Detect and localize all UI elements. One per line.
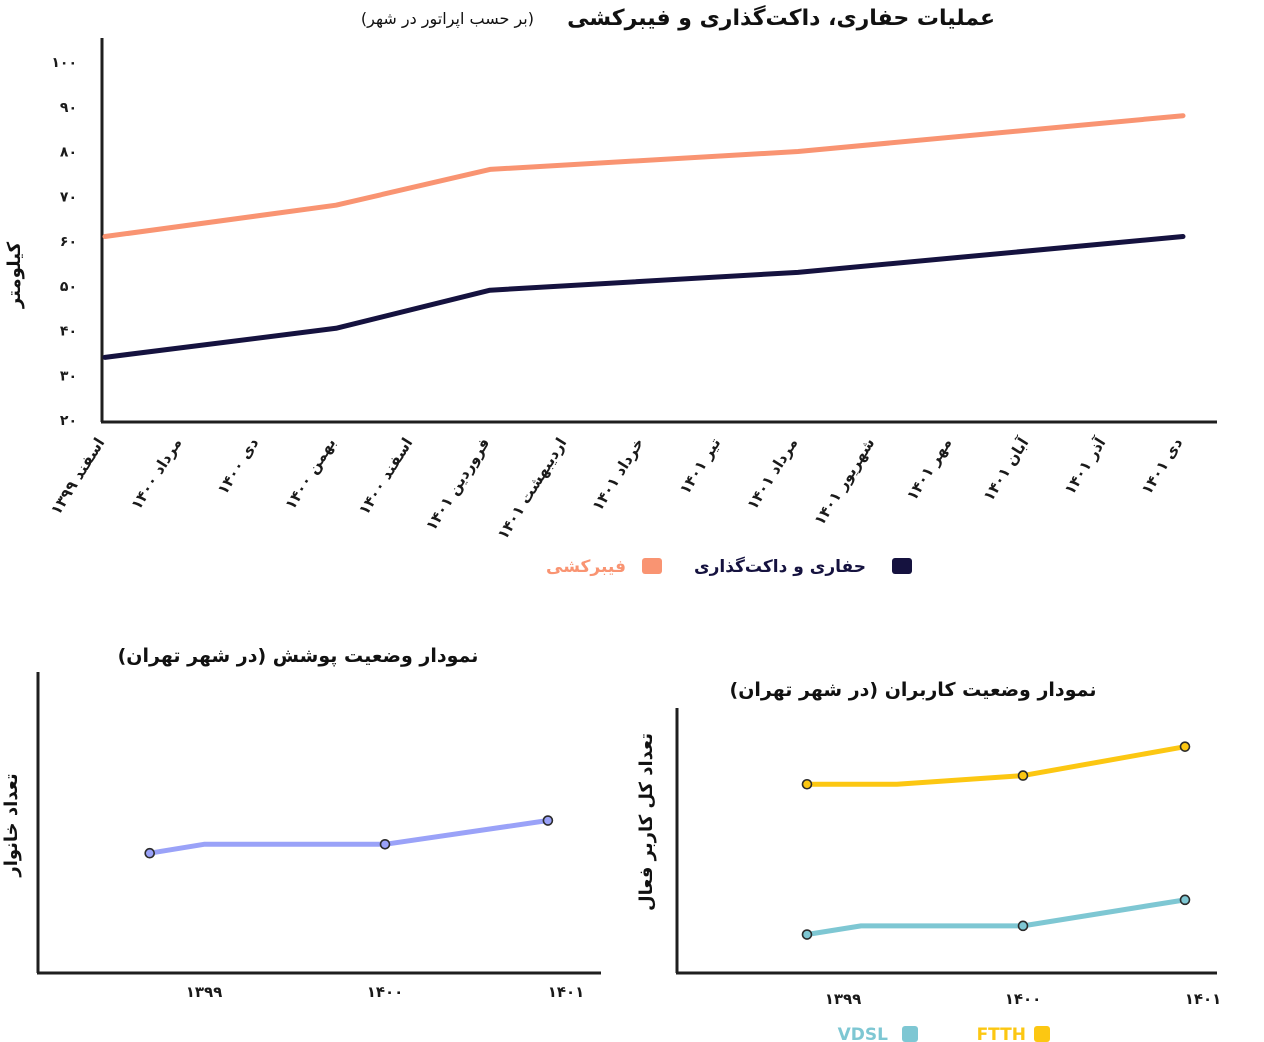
data-point <box>1179 741 1191 752</box>
main-chart: عملیات حفاری، داکت‌گذاری و فیبرکشی (بر ح… <box>4 4 1217 577</box>
data-point <box>1017 920 1029 932</box>
y-tick-label: ۲۰ <box>60 413 77 429</box>
x-tick-label: مهر ۱۴۰۱ <box>903 435 956 504</box>
y-tick-label: ۴۰ <box>60 324 77 340</box>
main-chart-legend: فیبرکشی حفاری و داکت‌گذاری <box>546 556 912 577</box>
x-tick-label: شهریور ۱۴۰۱ <box>810 435 878 529</box>
legend-ftth-label: FTTH <box>977 1025 1026 1042</box>
x-tick-label: دی ۱۴۰۰ <box>214 434 263 497</box>
legend-duct-label: حفاری و داکت‌گذاری <box>694 556 866 577</box>
legend-duct-swatch <box>892 558 912 574</box>
x-tick-label: ۱۴۰۰ <box>367 983 404 1001</box>
users-chart-series <box>801 741 1191 940</box>
coverage-chart: نمودار وضعیت پوشش (در شهر تهران) تعداد خ… <box>1 645 601 1001</box>
x-tick-label: آبان ۱۴۰۱ <box>979 434 1032 505</box>
data-point <box>1017 770 1029 781</box>
x-tick-label: فروردین ۱۴۰۱ <box>422 435 493 534</box>
series-line-vdsl <box>804 897 1188 938</box>
x-tick-label: ۱۳۹۹ <box>825 990 862 1008</box>
x-tick-label: مرداد ۱۴۰۱ <box>743 435 801 513</box>
main-chart-x-ticks: اسفند ۱۳۹۹ مرداد ۱۴۰۰ دی ۱۴۰۰ بهمن ۱۴۰۰ اسفن… <box>47 434 1187 543</box>
main-chart-ylabel: کیلومتر <box>4 241 25 309</box>
x-tick-label: بهمن ۱۴۰۰ <box>281 435 339 513</box>
y-tick-label: ۶۰ <box>60 234 77 250</box>
users-chart-ylabel: تعداد کل کاربر فعال <box>636 733 657 911</box>
series-line-duct <box>102 234 1186 360</box>
legend-fiber-swatch <box>642 558 662 574</box>
series-line-fiber <box>102 113 1186 240</box>
y-tick-label: ۹۰ <box>60 100 77 116</box>
x-tick-label: مرداد ۱۴۰۰ <box>127 435 185 513</box>
main-chart-subtitle: (بر حسب اپراتور در شهر) <box>361 9 534 29</box>
series-line-coverage <box>147 818 551 856</box>
main-chart-title: عملیات حفاری، داکت‌گذاری و فیبرکشی <box>567 4 995 31</box>
x-tick-label: اردیبهشت ۱۴۰۱ <box>494 435 571 543</box>
series-line-ftth <box>804 744 1188 787</box>
x-tick-label: ۱۴۰۱ <box>1185 990 1222 1008</box>
y-tick-label: ۳۰ <box>60 368 77 384</box>
data-point <box>1179 894 1191 906</box>
users-chart-legend: VDSL FTTH <box>838 1025 1050 1042</box>
y-tick-label: ۷۰ <box>60 189 77 205</box>
data-point <box>542 815 554 826</box>
x-tick-label: اسفند ۱۳۹۹ <box>47 435 109 519</box>
data-point <box>801 778 813 790</box>
y-tick-label: ۸۰ <box>60 145 77 161</box>
x-tick-label: خرداد ۱۴۰۱ <box>588 435 647 515</box>
x-tick-label: ۱۴۰۱ <box>548 983 585 1001</box>
x-tick-label: تیر ۱۴۰۱ <box>676 435 725 498</box>
data-point <box>144 847 155 859</box>
x-tick-label: ۱۴۰۰ <box>1005 990 1042 1008</box>
legend-fiber-label: فیبرکشی <box>546 557 626 577</box>
y-tick-label: ۱۰۰ <box>51 55 77 71</box>
coverage-chart-x-ticks: ۱۳۹۹ ۱۴۰۰ ۱۴۰۱ <box>186 983 585 1001</box>
x-tick-label: آذر ۱۴۰۱ <box>1061 434 1110 498</box>
y-tick-label: ۵۰ <box>60 279 77 295</box>
main-chart-series <box>102 113 1186 360</box>
legend-vdsl-label: VDSL <box>838 1025 889 1042</box>
data-point <box>801 929 813 940</box>
users-chart: نمودار وضعیت کاربران (در شهر تهران) تعدا… <box>636 679 1221 1042</box>
coverage-chart-series <box>144 815 554 859</box>
users-chart-title: نمودار وضعیت کاربران (در شهر تهران) <box>730 679 1097 701</box>
x-tick-label: اسفند ۱۴۰۰ <box>355 435 417 519</box>
x-tick-label: ۱۳۹۹ <box>186 983 223 1001</box>
users-chart-x-ticks: ۱۳۹۹ ۱۴۰۰ ۱۴۰۱ <box>825 990 1222 1008</box>
data-point <box>379 838 391 850</box>
legend-vdsl-swatch <box>902 1026 918 1042</box>
x-tick-label: دی ۱۴۰۱ <box>1138 434 1187 497</box>
coverage-chart-ylabel: تعداد خانوار <box>1 773 22 877</box>
coverage-chart-title: نمودار وضعیت پوشش (در شهر تهران) <box>118 645 479 667</box>
legend-ftth-swatch <box>1034 1026 1050 1042</box>
main-chart-y-ticks: ۲۰ ۳۰ ۴۰ ۵۰ ۶۰ ۷۰ ۸۰ ۹۰ ۱۰۰ <box>51 55 77 429</box>
